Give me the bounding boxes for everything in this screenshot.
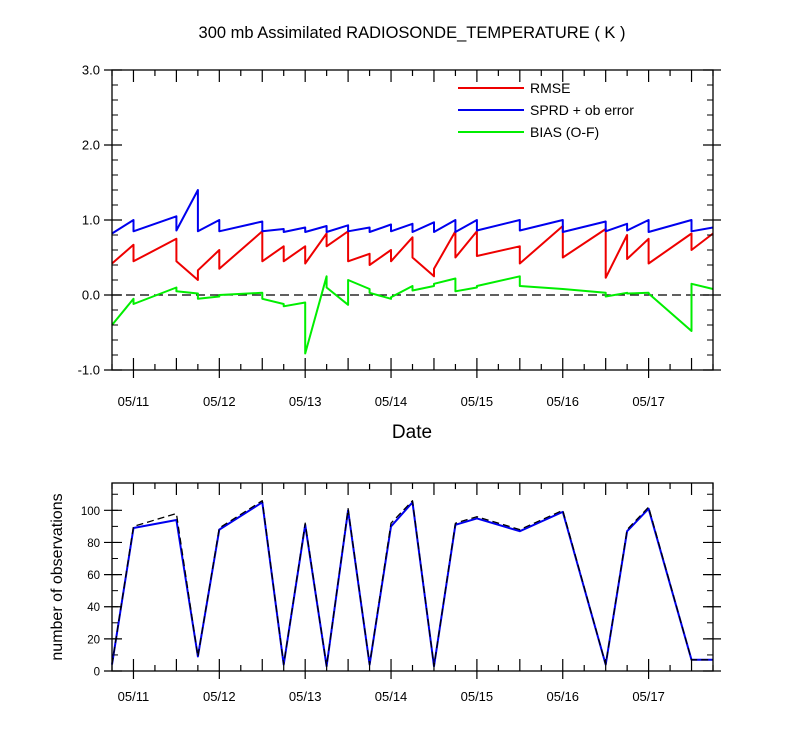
series-line-3: [111, 275, 714, 355]
y-tick-label: 3.0: [82, 63, 100, 78]
legend: RMSE SPRD + ob error BIAS (O-F): [458, 80, 634, 140]
x-tick-label: 05/12: [203, 689, 236, 704]
legend-label: BIAS (O-F): [530, 124, 599, 140]
x-tick-label: 05/16: [546, 689, 579, 704]
series-line-1: [111, 225, 714, 281]
series-line-2: [111, 500, 713, 667]
x-tick-label: 05/11: [118, 394, 150, 409]
y-tick-label: 20: [87, 634, 100, 646]
x-tick-label: 05/11: [118, 689, 150, 704]
x-tick-label: 05/15: [461, 689, 494, 704]
x-tick-label: 05/12: [203, 394, 236, 409]
x-tick-label: 05/14: [375, 394, 408, 409]
y-tick-label: 0.0: [82, 288, 100, 303]
x-axis-label: Date: [392, 422, 432, 443]
legend-label: RMSE: [530, 80, 570, 96]
x-tick-label: 05/17: [632, 689, 665, 704]
y-tick-label: 40: [87, 602, 100, 614]
y-tick-label: 1.0: [82, 213, 100, 228]
y-tick-label: 100: [81, 506, 100, 518]
top-series-layer: [111, 189, 714, 355]
top-axis-ticks: 05/11 05/12 05/13 05/14 05/15 05/16 05/17 -1.0 0…: [78, 63, 721, 409]
x-tick-label: 05/15: [461, 394, 494, 409]
legend-label: SPRD + ob error: [530, 102, 634, 118]
y-tick-label: 80: [87, 538, 100, 550]
y-tick-label: 2.0: [82, 138, 100, 153]
y-tick-label: 60: [87, 570, 100, 582]
x-tick-label: 05/16: [546, 394, 579, 409]
x-tick-label: 05/17: [632, 394, 665, 409]
bottom-series-layer: [111, 500, 713, 668]
y-tick-label: 0: [94, 667, 100, 679]
y-axis-label-observations: number of observations: [49, 493, 66, 660]
y-tick-label: -1.0: [78, 363, 100, 378]
x-tick-label: 05/13: [289, 394, 322, 409]
x-tick-label: 05/14: [375, 689, 408, 704]
bottom-plot-frame: [111, 482, 714, 672]
x-tick-label: 05/13: [289, 689, 322, 704]
series-line-1: [111, 501, 713, 668]
bottom-axis-ticks: 05/11 05/12 05/13 05/14 05/15 05/16 05/17 0 20 40…: [81, 483, 721, 704]
chart-title: 300 mb Assimilated RADIOSONDE_TEMPERATUR…: [199, 24, 626, 42]
series-line-2: [111, 189, 714, 235]
